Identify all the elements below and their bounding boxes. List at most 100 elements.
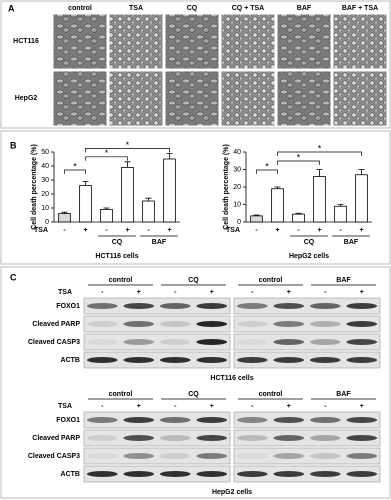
blot-band [346,339,378,345]
blot-strip [83,447,231,465]
blot-band [159,303,191,309]
lane-label: - [174,403,177,410]
blot-band [86,453,118,459]
lane-label: + [360,289,364,296]
blot-band [196,357,228,363]
blot-band [123,435,155,441]
y-tick-label: 10 [233,201,241,208]
column-header: control [68,5,92,12]
column-header: TSA [129,5,143,12]
y-tick-label: 30 [41,177,49,184]
group-label: BAF [152,239,167,246]
blot-strip [233,315,381,333]
blot-band [159,471,191,477]
lane-label: - [324,289,327,296]
blot-band [273,435,305,441]
x-axis-label: HepG2 cells [289,253,329,260]
blot-strip [83,333,231,351]
blot-band [123,417,155,423]
blot-band [309,321,341,327]
blot-band [273,357,305,363]
error-bar [145,197,152,201]
blot-band [346,321,378,327]
y-tick-label: 10 [41,205,49,212]
error-bar [124,161,131,168]
blot-band [236,321,268,327]
lane-label: + [137,403,141,410]
lane-label: + [287,289,291,296]
blot-band [196,435,228,441]
micrograph [164,13,220,70]
blot-band [273,339,305,345]
treatment-label: TSA [58,403,72,410]
blot-band [86,435,118,441]
y-tick-label: 20 [233,184,241,191]
x-tick-label: + [359,227,363,234]
x-tick-label: + [317,227,321,234]
y-tick-label: 30 [233,166,241,173]
panel-frame [0,266,391,499]
column-header: CQ + TSA [232,5,264,12]
blot-band [309,471,341,477]
blot-strip [233,333,381,351]
error-bar [274,186,281,189]
blot-band [123,357,155,363]
y-tick-label: 0 [45,219,49,226]
panel-frame [0,0,391,129]
micrograph [52,70,108,127]
significance-star: * [105,148,109,158]
blot-strip [233,297,381,315]
panel-frame [0,130,391,265]
blot-band [159,357,191,363]
blot-band [236,303,268,309]
significance-star: * [73,161,77,171]
error-bar [103,207,110,210]
x-tick-label: - [339,227,342,234]
protein-label: Cleaved PARP [32,435,80,442]
group-label: CQ [112,239,123,246]
blot-band [346,471,378,477]
blot-band [123,321,155,327]
blot-band [86,357,118,363]
group-label: CQ [188,277,199,284]
group-label: BAF [336,277,351,284]
y-tick-label: 50 [41,149,49,156]
blot-band [309,303,341,309]
y-tick-label: 0 [237,219,241,226]
blot-band [86,339,118,345]
protein-label: FOXO1 [56,417,80,424]
panel-label: C [10,272,17,282]
panel-label: B [10,140,17,150]
lane-label: + [137,289,141,296]
blot-strip [233,351,381,369]
group-label: control [109,391,133,398]
micrograph [164,70,220,127]
x-tick-label: + [83,227,87,234]
lane-label: - [324,403,327,410]
blot-band [236,471,268,477]
lane-label: - [251,289,254,296]
blot-strip [83,411,231,429]
blot-band [273,471,305,477]
x-tick-label: + [167,227,171,234]
significance-bracket [85,148,170,153]
bar [355,174,368,223]
micrograph [332,70,388,127]
error-bar [253,214,260,216]
group-label: CQ [304,239,315,246]
blot-strip [233,447,381,465]
blot-band [236,453,268,459]
lane-label: + [210,289,214,296]
blot-band [159,435,191,441]
lane-label: - [101,403,104,410]
y-axis-label: Cell death percentage (%) [31,144,38,230]
significance-star: * [318,143,322,153]
bar [163,158,176,223]
lane-label: + [287,403,291,410]
blot-band [273,417,305,423]
protein-label: FOXO1 [56,303,80,310]
column-header: CQ [187,5,198,12]
blot-band [123,303,155,309]
blot-strip [233,411,381,429]
